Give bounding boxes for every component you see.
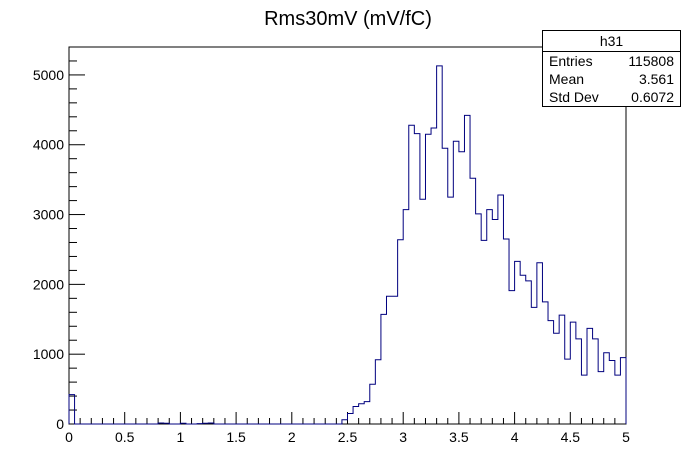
stats-box: h31 Entries 115808 Mean 3.561 Std Dev 0.… (542, 30, 681, 107)
x-tick-label: 5 (622, 429, 630, 445)
y-tick-label: 2000 (33, 276, 64, 292)
x-tick-label: 2.5 (338, 429, 358, 445)
stats-row-entries: Entries 115808 (543, 52, 680, 70)
stats-label: Std Dev (549, 89, 599, 105)
y-tick-label: 3000 (33, 207, 64, 223)
histogram-series-line (68, 65, 627, 425)
x-tick-label: 1 (177, 429, 185, 445)
x-tick-label: 0 (65, 429, 73, 445)
stats-row-stddev: Std Dev 0.6072 (543, 88, 680, 106)
x-axis: 0 0.5 1 1.5 2 2.5 3 3.5 4 4.5 5 (65, 412, 630, 445)
stats-label: Entries (549, 53, 593, 69)
x-tick-label: 3 (399, 429, 407, 445)
y-axis: 0 1000 2000 3000 4000 5000 (33, 46, 85, 432)
y-tick-label: 1000 (33, 346, 64, 362)
x-tick-label: 4 (511, 429, 519, 445)
stats-row-mean: Mean 3.561 (543, 70, 680, 88)
chart-title: Rms30mV (mV/fC) (264, 8, 432, 30)
x-tick-label: 0.5 (115, 429, 135, 445)
x-tick-label: 2 (288, 429, 296, 445)
y-tick-label: 5000 (33, 67, 64, 83)
y-tick-label: 0 (56, 416, 64, 432)
stats-box-title: h31 (543, 31, 680, 52)
stats-value: 3.561 (638, 71, 674, 87)
x-tick-label: 3.5 (449, 429, 469, 445)
x-tick-label: 1.5 (226, 429, 246, 445)
stats-value: 0.6072 (631, 89, 674, 105)
stats-label: Mean (549, 71, 585, 87)
y-tick-label: 4000 (33, 137, 64, 153)
x-tick-label: 4.5 (561, 429, 581, 445)
stats-value: 115808 (628, 53, 674, 69)
